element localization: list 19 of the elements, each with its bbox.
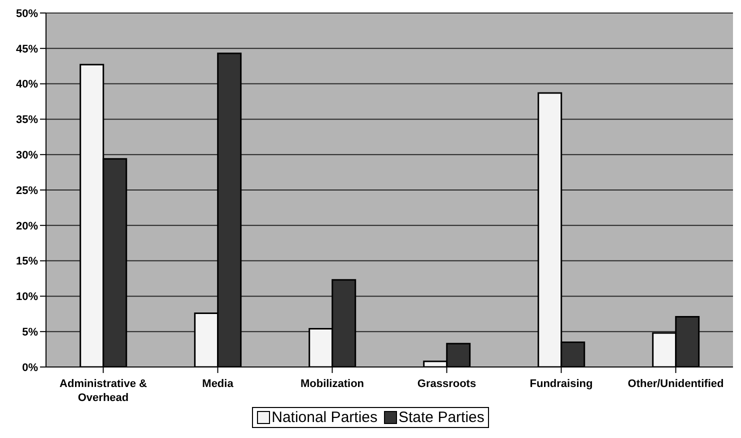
- y-tick-label: 30%: [16, 150, 38, 162]
- y-tick-label: 45%: [16, 43, 38, 56]
- y-tick-label: 10%: [16, 291, 38, 304]
- x-tick-label: Administrative & Overhead: [60, 378, 148, 404]
- x-tick-label: Grassroots: [417, 378, 476, 390]
- legend-label: National Parties: [270, 409, 378, 426]
- y-tick-label: 40%: [16, 78, 38, 91]
- y-tick-label: 0%: [22, 362, 38, 374]
- y-tick-label: 20%: [16, 220, 38, 232]
- legend-label: State Parties: [398, 409, 484, 426]
- y-tick-label: 50%: [16, 8, 38, 20]
- y-tick-label: 15%: [16, 256, 38, 268]
- y-tick-label: 35%: [16, 114, 38, 126]
- y-tick-label: 25%: [16, 184, 38, 197]
- x-tick-label: Other/Unidentified: [628, 378, 724, 390]
- y-tick-label: 5%: [22, 326, 38, 339]
- x-tick-label: Fundraising: [530, 378, 593, 390]
- x-tick-label: Media: [202, 378, 234, 390]
- x-tick-label: Mobilization: [300, 378, 364, 390]
